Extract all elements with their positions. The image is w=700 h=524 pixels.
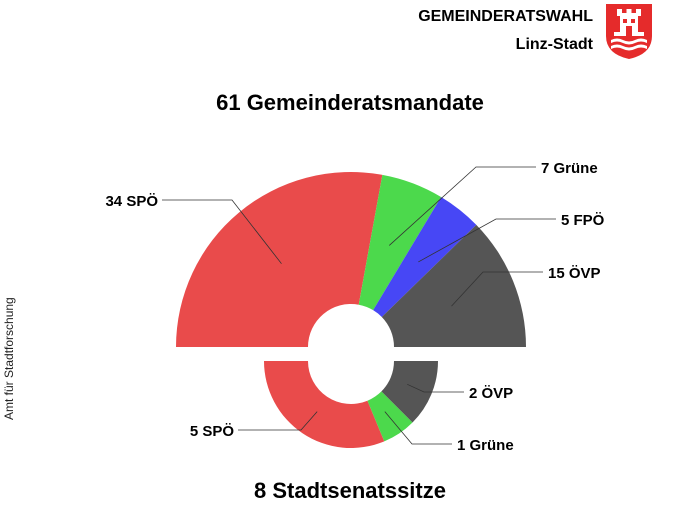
- upper-slice-spö: [176, 172, 383, 347]
- leader-lines: [162, 166, 556, 445]
- upper-label-spö: 34 SPÖ: [105, 193, 158, 210]
- header-title: GEMEINDERATSWAHL: [418, 8, 593, 25]
- lower-label-grüne: 1 Grüne: [457, 437, 514, 454]
- lower-label-övp: 2 ÖVP: [469, 385, 513, 402]
- leader-line: [238, 411, 318, 431]
- lower-slice-övp: [381, 361, 439, 423]
- upper-chart-title: 61 Gemeinderatsmandate: [216, 90, 484, 115]
- lower-label-spö: 5 SPÖ: [190, 423, 235, 440]
- lower-chart-title: 8 Stadtsenatssitze: [254, 478, 446, 503]
- data-labels: 34 SPÖ 7 Grüne 5 FPÖ 15 ÖVP 5 SPÖ 1 Grüne 2 ÖV…: [105, 160, 604, 454]
- lower-half-donut: [264, 361, 439, 449]
- upper-slice-grüne: [358, 174, 442, 311]
- lower-slice-spö: [264, 361, 385, 449]
- leader-line: [162, 199, 282, 264]
- lower-slice-grüne: [367, 391, 413, 442]
- upper-slice-fpö: [373, 196, 477, 317]
- upper-half-donut: [176, 172, 526, 347]
- leader-line: [451, 271, 543, 307]
- upper-label-fpö: 5 FPÖ: [561, 212, 605, 229]
- upper-label-grüne: 7 Grüne: [541, 160, 598, 177]
- leader-line: [384, 411, 452, 445]
- header-subtitle: Linz-Stadt: [515, 36, 593, 53]
- leader-line: [407, 383, 464, 393]
- leader-line: [389, 166, 536, 246]
- linz-coat-of-arms-icon: [606, 4, 652, 59]
- upper-label-övp: 15 ÖVP: [548, 265, 601, 282]
- upper-slice-övp: [381, 224, 526, 347]
- leader-line: [418, 218, 556, 263]
